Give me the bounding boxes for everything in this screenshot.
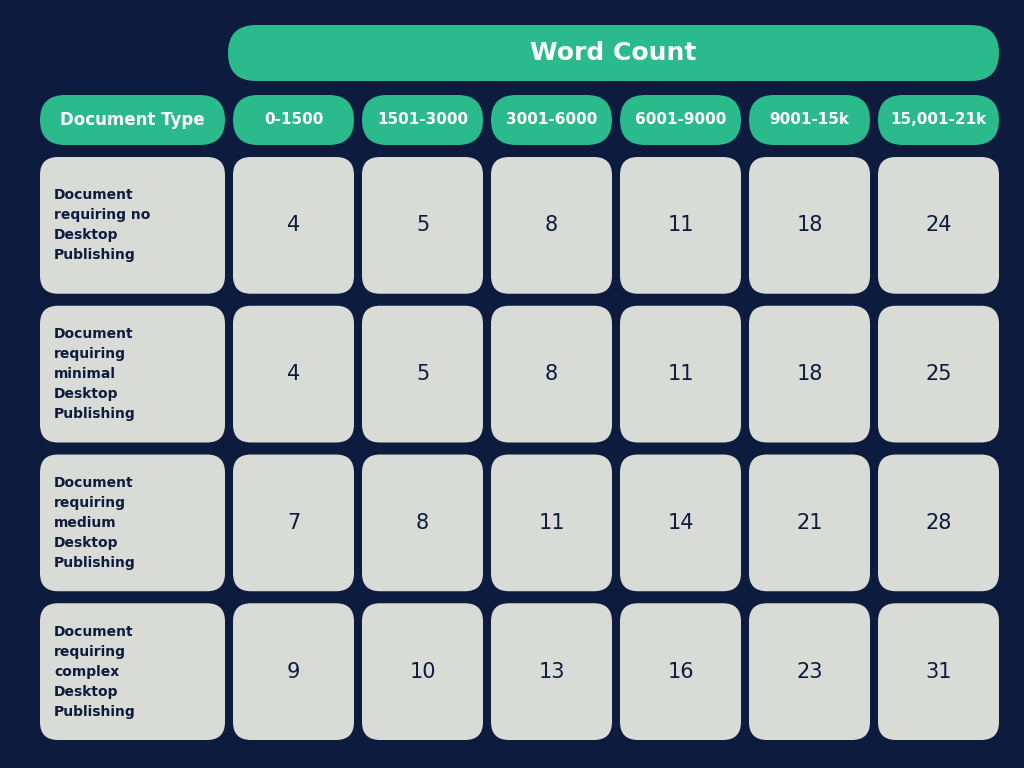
Text: 1501-3000: 1501-3000 <box>377 112 468 127</box>
FancyBboxPatch shape <box>362 157 483 293</box>
Text: 6001-9000: 6001-9000 <box>635 112 726 127</box>
FancyBboxPatch shape <box>620 306 741 442</box>
FancyBboxPatch shape <box>40 157 225 293</box>
Text: 25: 25 <box>926 364 951 384</box>
FancyBboxPatch shape <box>490 455 612 591</box>
Text: 4: 4 <box>287 215 300 235</box>
Text: Word Count: Word Count <box>530 41 696 65</box>
Text: 18: 18 <box>797 364 822 384</box>
FancyBboxPatch shape <box>620 95 741 145</box>
FancyBboxPatch shape <box>233 95 354 145</box>
FancyBboxPatch shape <box>40 455 225 591</box>
Text: 13: 13 <box>539 661 565 682</box>
FancyBboxPatch shape <box>362 306 483 442</box>
Text: 8: 8 <box>545 215 558 235</box>
Text: 10: 10 <box>410 661 436 682</box>
Text: 14: 14 <box>668 513 693 533</box>
FancyBboxPatch shape <box>233 603 354 740</box>
FancyBboxPatch shape <box>749 157 870 293</box>
Text: 11: 11 <box>668 215 693 235</box>
FancyBboxPatch shape <box>233 455 354 591</box>
FancyBboxPatch shape <box>40 603 225 740</box>
Text: 8: 8 <box>545 364 558 384</box>
FancyBboxPatch shape <box>878 157 999 293</box>
Text: 7: 7 <box>287 513 300 533</box>
Text: 28: 28 <box>926 513 951 533</box>
FancyBboxPatch shape <box>878 603 999 740</box>
FancyBboxPatch shape <box>362 455 483 591</box>
FancyBboxPatch shape <box>490 157 612 293</box>
Text: Document
requiring
medium
Desktop
Publishing: Document requiring medium Desktop Publis… <box>54 475 136 570</box>
Text: 9: 9 <box>287 661 300 682</box>
Text: 5: 5 <box>416 215 429 235</box>
FancyBboxPatch shape <box>40 306 225 442</box>
FancyBboxPatch shape <box>878 95 999 145</box>
FancyBboxPatch shape <box>620 157 741 293</box>
Text: 8: 8 <box>416 513 429 533</box>
Text: 5: 5 <box>416 364 429 384</box>
Text: 23: 23 <box>797 661 822 682</box>
FancyBboxPatch shape <box>233 306 354 442</box>
Text: 9001-15k: 9001-15k <box>769 112 850 127</box>
FancyBboxPatch shape <box>362 603 483 740</box>
Text: Document
requiring
minimal
Desktop
Publishing: Document requiring minimal Desktop Publi… <box>54 327 136 421</box>
Text: 11: 11 <box>668 364 693 384</box>
FancyBboxPatch shape <box>749 603 870 740</box>
FancyBboxPatch shape <box>878 306 999 442</box>
FancyBboxPatch shape <box>490 603 612 740</box>
Text: 21: 21 <box>797 513 822 533</box>
Text: 31: 31 <box>926 661 951 682</box>
Text: 0-1500: 0-1500 <box>264 112 324 127</box>
Text: 4: 4 <box>287 364 300 384</box>
Text: Document Type: Document Type <box>60 111 205 129</box>
FancyBboxPatch shape <box>490 306 612 442</box>
FancyBboxPatch shape <box>749 455 870 591</box>
FancyBboxPatch shape <box>490 95 612 145</box>
Text: 24: 24 <box>926 215 951 235</box>
Text: Document
requiring no
Desktop
Publishing: Document requiring no Desktop Publishing <box>54 188 151 263</box>
FancyBboxPatch shape <box>362 95 483 145</box>
FancyBboxPatch shape <box>620 455 741 591</box>
Text: 18: 18 <box>797 215 822 235</box>
Text: 3001-6000: 3001-6000 <box>506 112 597 127</box>
Text: 16: 16 <box>668 661 694 682</box>
FancyBboxPatch shape <box>620 603 741 740</box>
FancyBboxPatch shape <box>878 455 999 591</box>
FancyBboxPatch shape <box>40 95 225 145</box>
FancyBboxPatch shape <box>233 157 354 293</box>
FancyBboxPatch shape <box>228 25 999 81</box>
Text: 11: 11 <box>539 513 565 533</box>
Text: 15,001-21k: 15,001-21k <box>891 112 987 127</box>
FancyBboxPatch shape <box>749 95 870 145</box>
Text: Document
requiring
complex
Desktop
Publishing: Document requiring complex Desktop Publi… <box>54 624 136 719</box>
FancyBboxPatch shape <box>749 306 870 442</box>
